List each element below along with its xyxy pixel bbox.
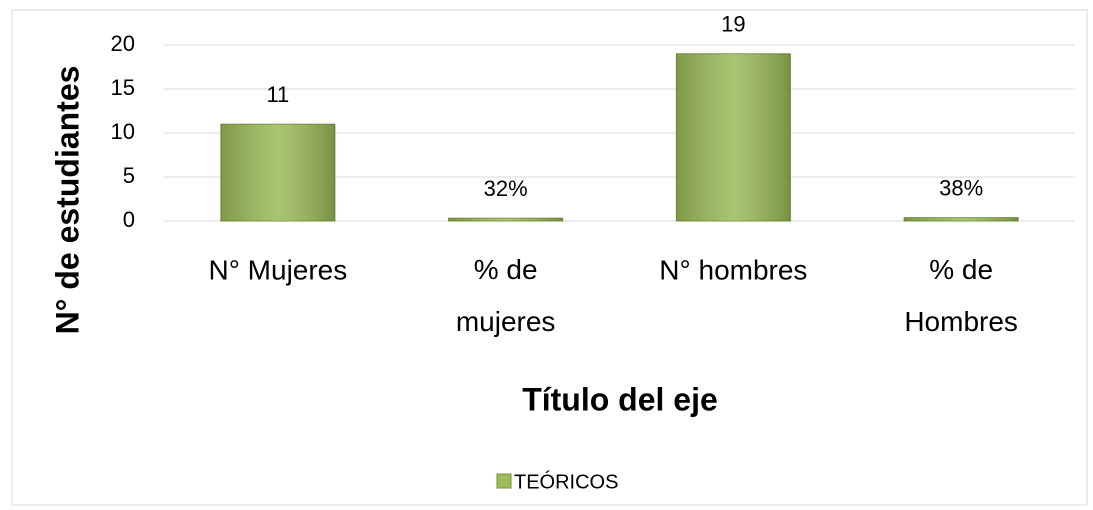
- y-tick-label: 10: [111, 119, 135, 144]
- bar-shading: [220, 124, 335, 221]
- x-tick-line: % de: [929, 254, 993, 285]
- x-tick-label: N° hombres: [659, 254, 807, 285]
- x-tick-label: N° Mujeres: [208, 254, 347, 285]
- x-tick-label: % de mujeres: [456, 254, 556, 337]
- y-tick-label: 20: [111, 31, 135, 56]
- y-tick-label: 5: [123, 163, 135, 188]
- data-label: 19: [721, 12, 745, 37]
- x-tick-label: % de Hombres: [904, 254, 1018, 337]
- y-tick-label: 15: [111, 75, 135, 100]
- x-tick-line: mujeres: [456, 306, 556, 337]
- legend-swatch: [496, 473, 512, 489]
- data-label: 32%: [484, 176, 528, 201]
- y-axis-title: N° de estudiantes: [49, 66, 85, 335]
- x-axis-title: Título del eje: [522, 381, 718, 417]
- x-tick-line: % de: [474, 254, 538, 285]
- x-tick-line: Hombres: [904, 306, 1018, 337]
- bar-shading: [676, 53, 791, 221]
- chart-border: [11, 9, 1088, 506]
- bar-shading: [904, 217, 1019, 221]
- bar-shading: [448, 218, 563, 221]
- legend-label: TEÓRICOS: [514, 470, 618, 493]
- data-label: 38%: [939, 175, 983, 200]
- y-tick-label: 0: [123, 207, 135, 232]
- data-label: 11: [266, 82, 289, 107]
